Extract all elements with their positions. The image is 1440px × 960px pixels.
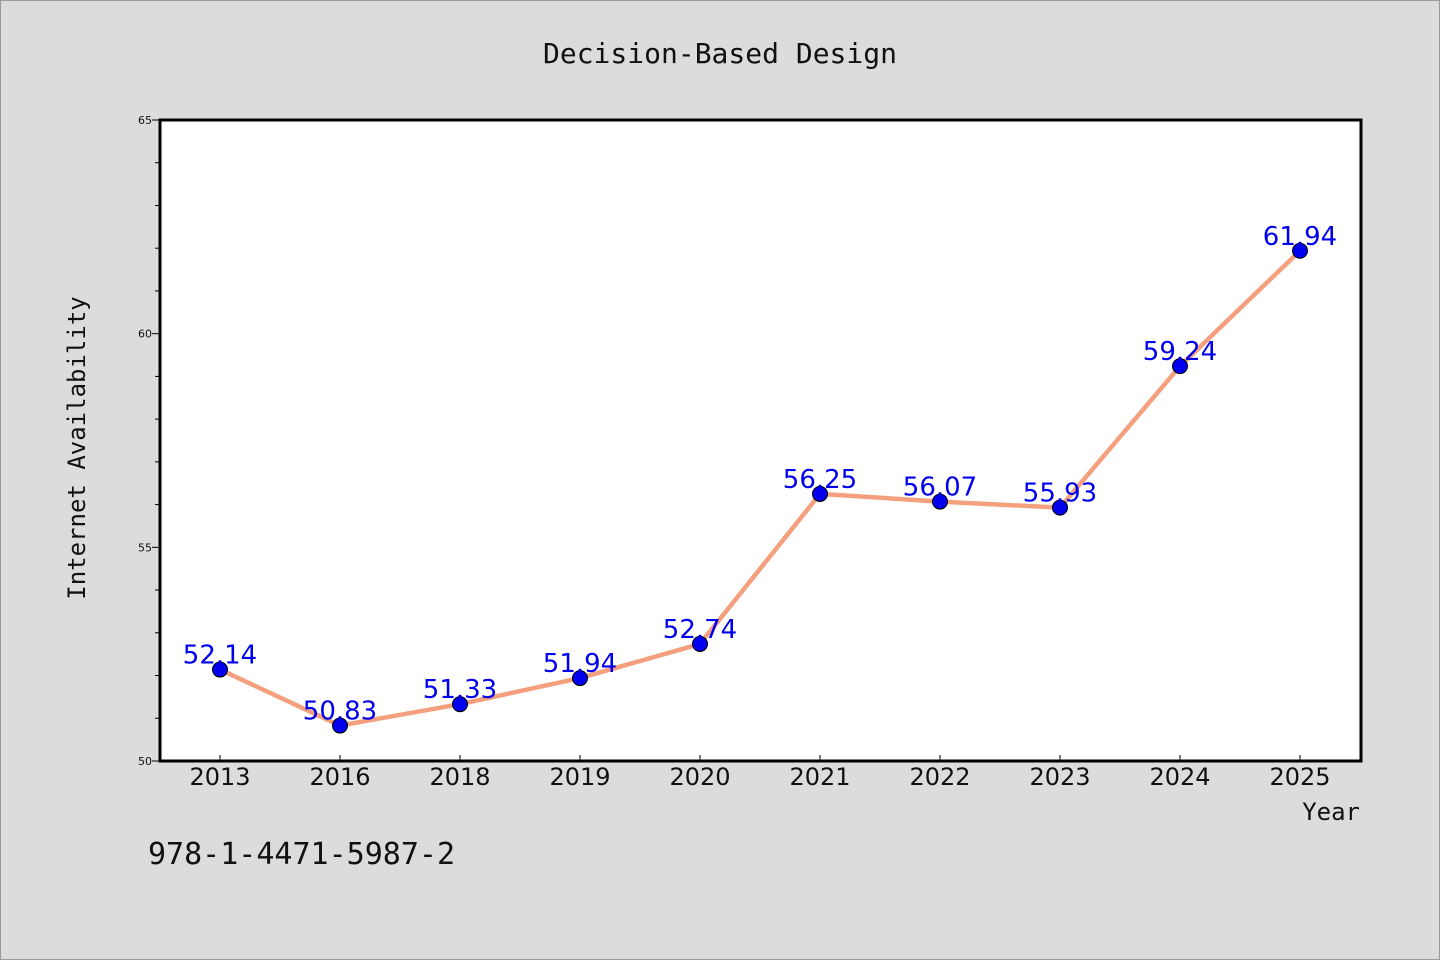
x-tick-label: 2013 <box>189 763 250 791</box>
x-tick-label: 2016 <box>309 763 370 791</box>
y-tick-label: 65 <box>138 114 152 127</box>
x-tick-label: 2022 <box>909 763 970 791</box>
data-point <box>932 493 948 510</box>
series-line <box>219 249 1302 728</box>
isbn-annotation: 978-1-4471-5987-2 <box>148 837 455 872</box>
x-tick-label: 2021 <box>789 763 850 791</box>
x-axis-ticks: 2013 2016 2018 2019 2020 2021 2022 2023 2024 2025 <box>189 755 1331 791</box>
data-point <box>332 717 348 734</box>
data-point <box>1292 242 1308 259</box>
x-tick-label: 2023 <box>1029 763 1090 791</box>
x-tick-label: 2020 <box>669 763 730 791</box>
data-label: 56.07 <box>903 473 977 503</box>
data-label: 50.83 <box>303 697 377 727</box>
data-label: 56.25 <box>783 465 857 495</box>
x-axis-label: Year <box>1302 798 1360 826</box>
data-label: 59.24 <box>1143 337 1217 367</box>
data-label: 61.94 <box>1263 222 1337 252</box>
y-axis-ticks: 50 55 60 65 <box>138 114 160 768</box>
data-point <box>812 485 828 502</box>
data-point <box>212 661 228 678</box>
y-tick-label: 60 <box>138 328 152 341</box>
x-tick-label: 2019 <box>549 763 610 791</box>
data-label: 55.93 <box>1023 479 1097 509</box>
data-point <box>572 670 588 687</box>
data-point <box>452 696 468 713</box>
data-point <box>1052 499 1068 516</box>
y-tick-label: 55 <box>138 541 152 554</box>
x-tick-label: 2024 <box>1149 763 1210 791</box>
data-label: 52.14 <box>183 641 257 671</box>
plot-area <box>158 118 1363 763</box>
y-tick-label: 50 <box>138 755 152 768</box>
series-layer: 52.14 50.83 51.33 51.94 52.74 56.25 56.07 55.93… <box>183 222 1337 734</box>
data-point <box>1172 358 1188 375</box>
data-label: 52.74 <box>663 615 737 645</box>
x-tick-label: 2018 <box>429 763 490 791</box>
data-label: 51.94 <box>543 649 617 679</box>
y-axis-label: Internet Availability <box>63 296 91 599</box>
data-point <box>692 635 708 652</box>
x-tick-label: 2025 <box>1269 763 1330 791</box>
chart-title: Decision-Based Design <box>543 37 897 70</box>
data-label: 51.33 <box>423 675 497 705</box>
